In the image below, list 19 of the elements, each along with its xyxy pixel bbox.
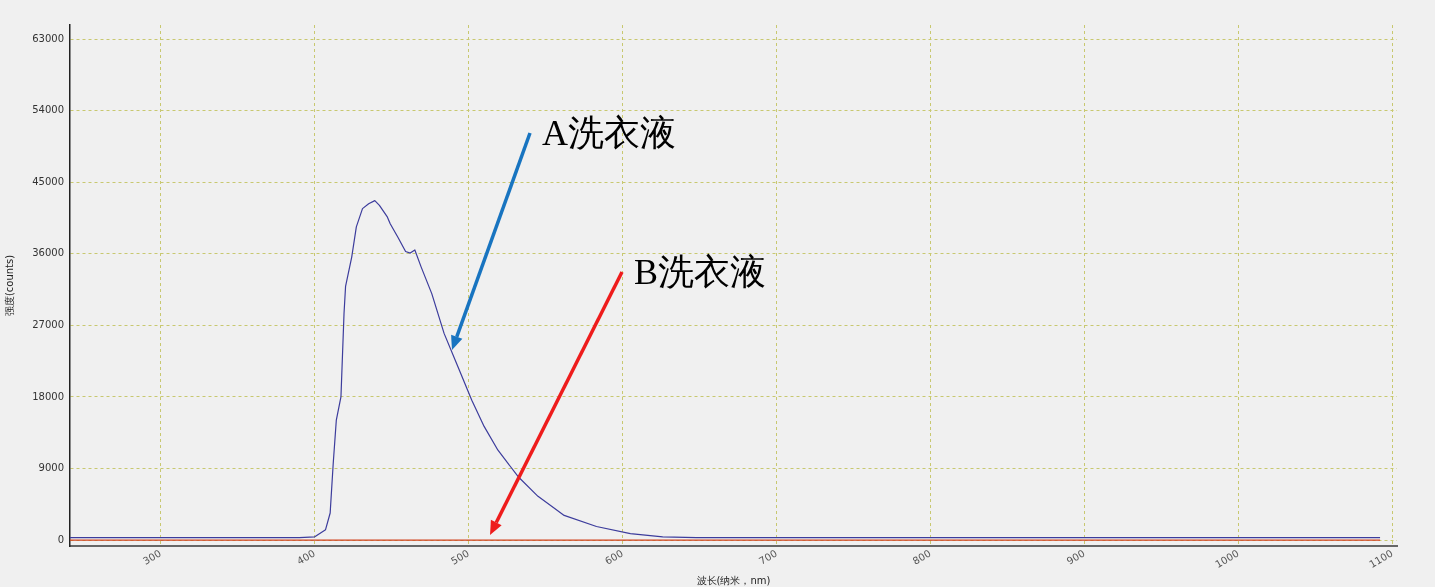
annotation: B洗衣液 bbox=[634, 252, 767, 292]
x-tick-label: 900 bbox=[1064, 547, 1087, 567]
x-axis-title: 波长(纳米，nm) bbox=[696, 574, 771, 586]
y-tick-label: 54000 bbox=[32, 104, 64, 116]
y-tick-label: 27000 bbox=[32, 319, 64, 331]
y-tick-label: 9000 bbox=[38, 462, 64, 474]
y-tick-label: 63000 bbox=[32, 32, 64, 44]
x-tick-label: 800 bbox=[910, 547, 933, 567]
x-tick-label: 400 bbox=[295, 547, 318, 567]
x-tick-label: 600 bbox=[602, 547, 625, 567]
y-axis-title: 强度(counts) bbox=[3, 254, 15, 317]
x-tick-label: 300 bbox=[141, 547, 164, 567]
y-tick-label: 18000 bbox=[32, 390, 64, 402]
y-tick-label: 45000 bbox=[32, 175, 64, 187]
y-tick-label: 36000 bbox=[32, 247, 64, 259]
y-tick-label: 0 bbox=[57, 533, 64, 545]
annotation: A洗衣液 bbox=[542, 113, 676, 153]
x-tick-label: 500 bbox=[449, 547, 472, 567]
x-tick-label: 700 bbox=[756, 547, 779, 567]
